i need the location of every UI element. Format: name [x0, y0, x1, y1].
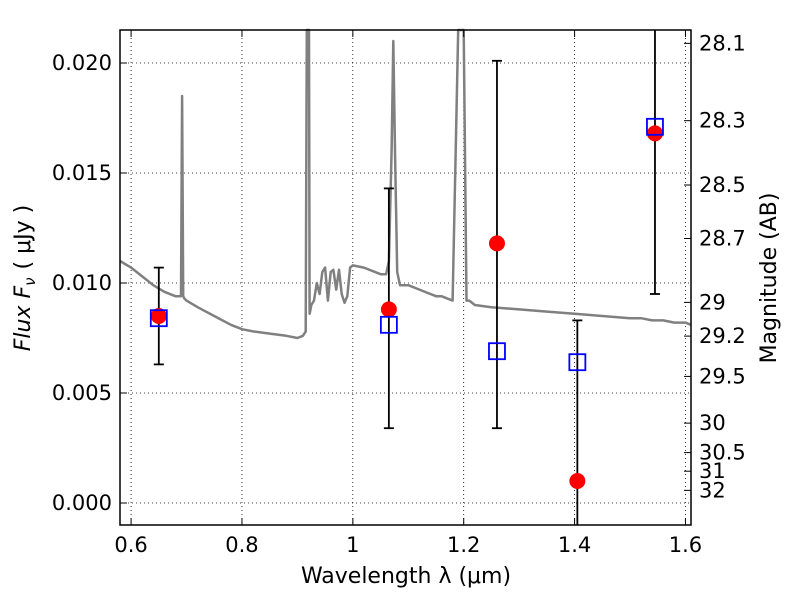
mag-tick-label: 31: [699, 459, 726, 483]
mag-tick-label: 32: [699, 478, 726, 502]
x-tick-label: 1: [346, 533, 359, 557]
mag-tick-label: 28.5: [699, 173, 746, 197]
model-points: [149, 117, 664, 372]
y-tick-label: 0.005: [52, 381, 112, 405]
model-point: [379, 315, 398, 334]
mag-tick-label: 28.3: [699, 109, 746, 133]
observed-point: [380, 301, 397, 318]
y-axis-label: Flux Fν ( μJy ): [11, 205, 39, 351]
mag-tick-label: 28.7: [699, 227, 746, 251]
y2-axis-label: Magnitude (AB): [757, 193, 782, 364]
axis-ticks: 0.6 0.8 1 1.2 1.4 1.6 0.000 0.005 0.010 0.015 0.02…: [52, 30, 746, 557]
template-spectrum: [119, 28, 692, 340]
y-tick-label: 0.010: [52, 271, 112, 295]
mag-tick-label: 29.5: [699, 364, 746, 388]
model-point: [149, 309, 168, 328]
y-axis-label-unit: ( μJy ): [11, 205, 36, 270]
x-tick-label: 0.6: [114, 533, 147, 557]
observed-point: [488, 235, 505, 252]
y-axis-label-sub: ν: [21, 277, 39, 285]
y-tick-label: 0.015: [52, 161, 112, 185]
model-point: [488, 342, 506, 361]
observed-point: [569, 473, 586, 489]
x-tick-label: 1.4: [558, 533, 591, 557]
mag-tick-label: 29: [699, 290, 726, 314]
observed-points: [150, 125, 663, 489]
y-tick-label: 0.000: [52, 491, 112, 515]
spectrum-line: [119, 28, 692, 340]
mag-tick-label: 29.2: [699, 324, 746, 348]
mag-tick-label: 30.5: [699, 441, 746, 465]
plot-frame: [119, 29, 692, 526]
model-point: [646, 117, 664, 136]
model-point: [568, 353, 587, 372]
mag-tick-label: 28.1: [699, 31, 746, 55]
x-tick-label: 1.2: [447, 533, 480, 557]
y-axis-label-main: Flux F: [11, 286, 36, 352]
x-tick-label: 0.8: [225, 533, 258, 557]
mag-tick-label: 30: [699, 411, 726, 435]
grid-lines: [120, 30, 691, 525]
observed-point: [646, 125, 663, 142]
error-bars: [153, 30, 660, 525]
y-tick-label: 0.020: [52, 51, 112, 75]
x-axis-label: Wavelength λ (μm): [301, 564, 511, 589]
x-tick-label: 1.6: [669, 533, 702, 557]
